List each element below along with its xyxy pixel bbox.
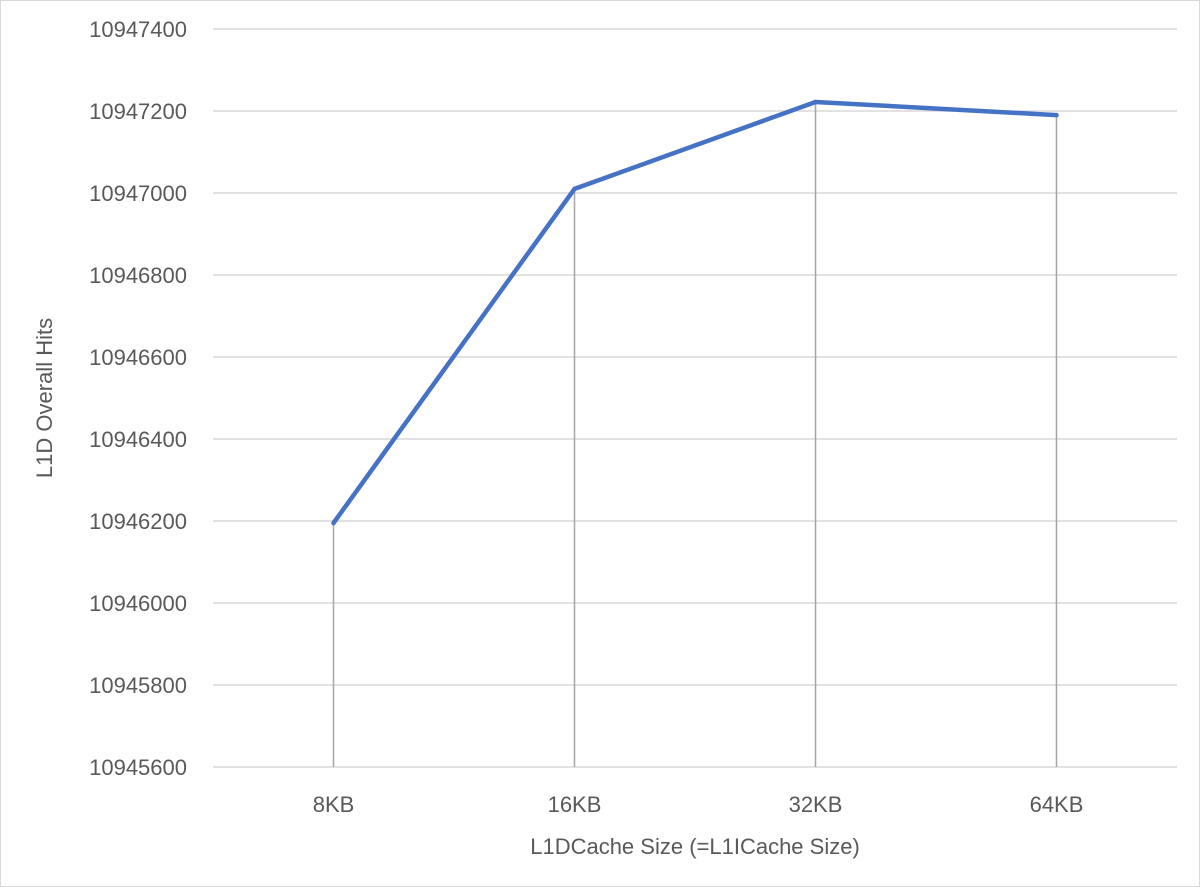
data-point [572, 186, 577, 192]
x-tick-label: 64KB [1030, 792, 1084, 817]
y-tick-label: 10946600 [89, 345, 187, 370]
y-tick-label: 10946400 [89, 427, 187, 452]
y-axis-tick-labels: 10945600 10945800 10946000 10946200 10946400… [89, 17, 187, 780]
series-line [331, 99, 1059, 526]
data-point [331, 520, 336, 526]
drop-lines [332, 101, 1058, 767]
x-tick-label: 16KB [548, 792, 602, 817]
x-tick-label: 32KB [789, 792, 843, 817]
y-tick-label: 10947200 [89, 99, 187, 124]
data-point [1054, 112, 1059, 118]
y-axis-title: L1D Overall Hits [32, 318, 57, 478]
y-tick-label: 10947000 [89, 181, 187, 206]
y-tick-label: 10946800 [89, 263, 187, 288]
gridlines [213, 28, 1177, 768]
x-axis-tick-labels: 8KB 16KB 32KB 64KB [313, 792, 1084, 817]
y-tick-label: 10945800 [89, 673, 187, 698]
series-layer [331, 99, 1059, 526]
y-tick-label: 10947400 [89, 17, 187, 42]
y-tick-label: 10946200 [89, 509, 187, 534]
y-tick-label: 10945600 [89, 755, 187, 780]
y-tick-label: 10946000 [89, 591, 187, 616]
x-tick-label: 8KB [313, 792, 355, 817]
data-point [813, 99, 818, 105]
x-axis-title: L1DCache Size (=L1ICache Size) [530, 834, 860, 859]
